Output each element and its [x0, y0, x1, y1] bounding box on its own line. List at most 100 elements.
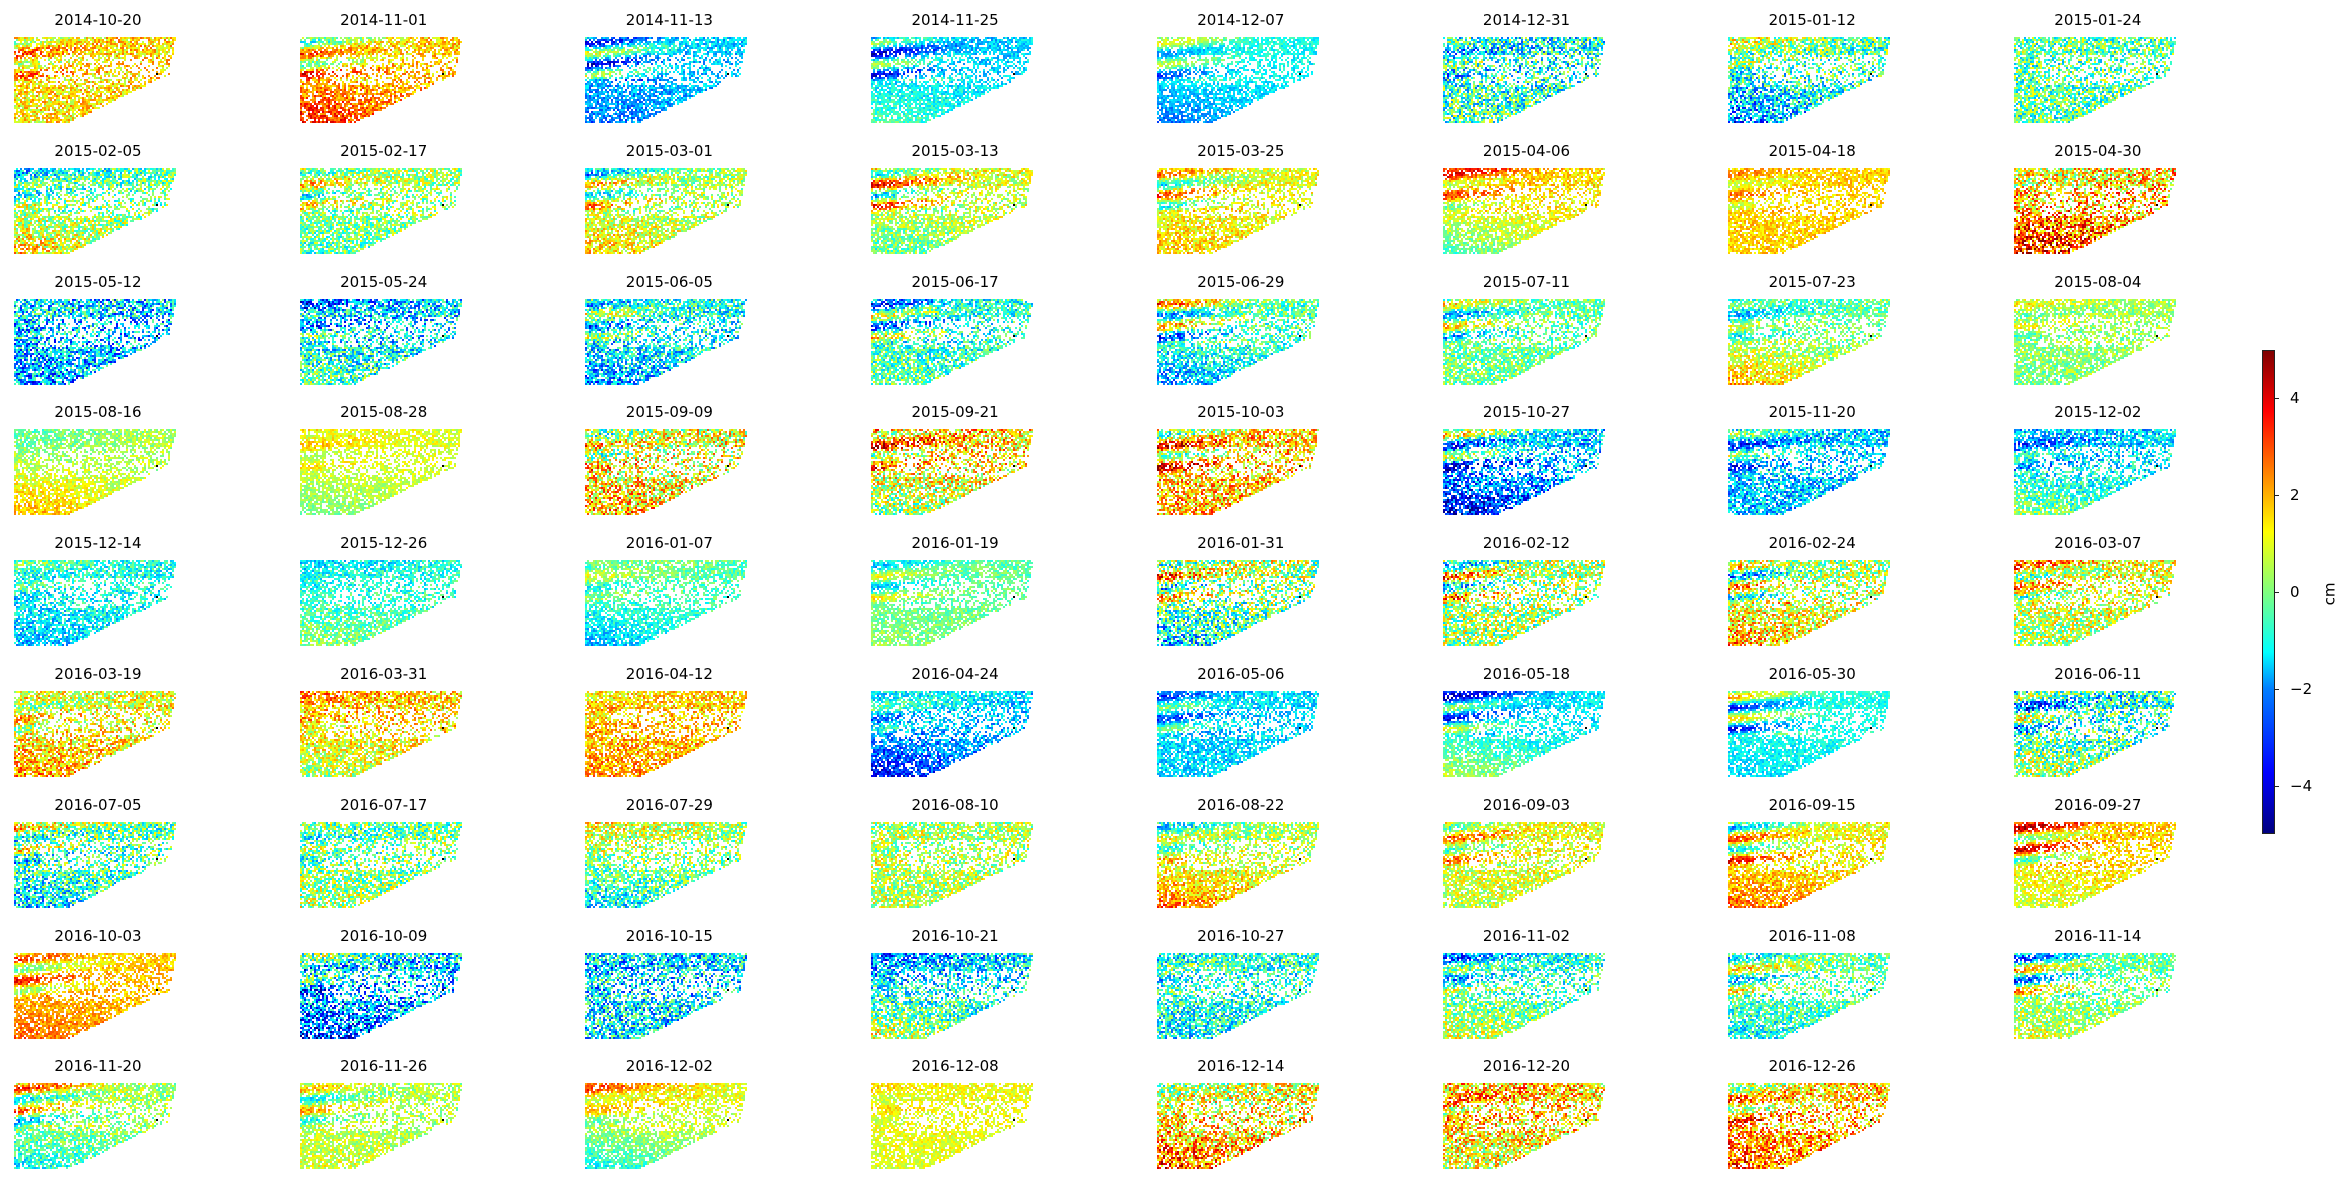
panel-title: 2016-12-14 [1197, 1057, 1285, 1076]
map-panel: 2016-03-19 [12, 664, 184, 784]
map-panel: 2016-02-12 [1441, 533, 1613, 653]
displacement-map [871, 691, 1042, 777]
map-panel: 2015-08-04 [2012, 272, 2184, 392]
map-panel: 2016-01-07 [583, 533, 756, 653]
map-panel: 2016-05-18 [1441, 664, 1613, 784]
panel-title: 2016-11-14 [2054, 926, 2142, 945]
displacement-map [871, 37, 1042, 123]
map-panel: 2016-04-12 [583, 664, 756, 784]
panel-title: 2015-07-23 [1768, 272, 1856, 291]
map-panel: 2016-10-03 [12, 926, 184, 1046]
colorbar-tick-label: −4 [2290, 776, 2313, 795]
panel-title: 2016-08-22 [1197, 795, 1285, 814]
displacement-map [1156, 429, 1327, 516]
panel-title: 2015-04-18 [1768, 141, 1856, 160]
displacement-map [14, 429, 184, 516]
displacement-map [871, 429, 1042, 516]
map-panel: 2015-01-12 [1726, 10, 1899, 130]
displacement-map [585, 1083, 756, 1170]
panel-title: 2016-09-15 [1768, 795, 1856, 814]
map-panel: 2015-05-12 [12, 272, 184, 392]
map-panel: 2016-10-27 [1155, 926, 1327, 1046]
map-panel: 2016-12-26 [1726, 1056, 1899, 1176]
map-panel: 2015-08-16 [12, 402, 184, 522]
displacement-map [585, 821, 756, 908]
map-panel: 2016-03-31 [298, 664, 470, 784]
panel-title: 2016-01-07 [625, 534, 713, 553]
displacement-map [2013, 560, 2184, 647]
displacement-map [1728, 1083, 1899, 1170]
displacement-map [1442, 37, 1613, 123]
panel-title: 2015-12-14 [54, 534, 142, 553]
map-panel: 2016-07-05 [12, 795, 184, 915]
displacement-map [2013, 821, 2184, 908]
colorbar-tick-label: 4 [2290, 389, 2300, 408]
panel-title: 2016-05-18 [1482, 665, 1571, 683]
panel-title: 2014-11-25 [911, 11, 999, 29]
displacement-map [1442, 691, 1613, 777]
displacement-map [871, 167, 1042, 254]
displacement-map [1728, 429, 1899, 516]
displacement-map [1728, 298, 1899, 385]
map-panel: 2015-11-20 [1726, 402, 1899, 522]
map-panel: 2015-10-03 [1155, 402, 1327, 522]
map-panel: 2016-02-24 [1726, 533, 1899, 653]
displacement-map [585, 429, 756, 516]
panel-title: 2015-06-05 [625, 272, 713, 291]
map-panel: 2015-06-29 [1155, 272, 1327, 392]
displacement-map [299, 1083, 470, 1170]
colorbar-label: cm [2320, 582, 2339, 606]
panel-title: 2015-12-02 [2054, 403, 2142, 422]
panel-title: 2014-11-01 [340, 11, 428, 29]
panel-title: 2015-02-05 [54, 141, 142, 160]
displacement-map [1442, 560, 1613, 647]
displacement-map [2013, 37, 2184, 123]
panel-title: 2016-10-03 [54, 926, 142, 945]
panel-title: 2016-12-02 [625, 1057, 713, 1076]
map-panel: 2015-07-11 [1441, 272, 1613, 392]
panel-title: 2016-10-21 [911, 926, 999, 945]
map-panel: 2016-11-20 [12, 1056, 184, 1176]
displacement-map [871, 952, 1042, 1039]
map-panel: 2015-12-26 [298, 533, 470, 653]
map-panel: 2016-09-15 [1726, 795, 1899, 915]
displacement-map [1728, 821, 1899, 908]
displacement-map [1442, 821, 1613, 908]
panel-title: 2016-01-31 [1197, 534, 1285, 553]
panel-title: 2015-10-03 [1197, 403, 1285, 422]
map-panel: 2016-09-27 [2012, 795, 2184, 915]
displacement-map [871, 821, 1042, 908]
panel-title: 2015-01-12 [1768, 11, 1856, 29]
map-panel: 2015-10-27 [1441, 402, 1613, 522]
map-panel: 2015-06-05 [583, 272, 756, 392]
panel-title: 2015-04-30 [2054, 141, 2142, 160]
map-panel: 2015-02-05 [12, 141, 184, 261]
colorbar-tick-label: −2 [2290, 679, 2313, 698]
panel-title: 2015-06-29 [1197, 272, 1285, 291]
panel-title: 2014-12-31 [1482, 11, 1571, 29]
map-panel: 2015-12-14 [12, 533, 184, 653]
displacement-map [1442, 952, 1613, 1039]
colorbar-tick [2274, 592, 2279, 593]
map-panel: 2016-06-11 [2012, 664, 2184, 784]
displacement-map [585, 691, 756, 777]
map-panel: 2016-11-08 [1726, 926, 1899, 1046]
displacement-map [871, 298, 1042, 385]
displacement-map [1728, 167, 1899, 254]
panel-title: 2016-11-08 [1768, 926, 1856, 945]
displacement-map [14, 560, 184, 647]
displacement-map [14, 298, 184, 385]
displacement-map [2013, 298, 2184, 385]
panel-title: 2015-09-21 [911, 403, 999, 422]
displacement-map [585, 952, 756, 1039]
displacement-map [1156, 167, 1327, 254]
map-panel: 2015-09-09 [583, 402, 756, 522]
panel-title: 2016-12-20 [1482, 1057, 1571, 1076]
displacement-map [14, 37, 184, 123]
panel-title: 2015-05-24 [340, 272, 428, 291]
map-panel: 2016-01-19 [869, 533, 1042, 653]
panel-title: 2016-07-29 [625, 795, 713, 814]
displacement-map [14, 691, 184, 777]
panel-title: 2014-10-20 [54, 11, 142, 29]
panel-title: 2015-11-20 [1768, 403, 1856, 422]
